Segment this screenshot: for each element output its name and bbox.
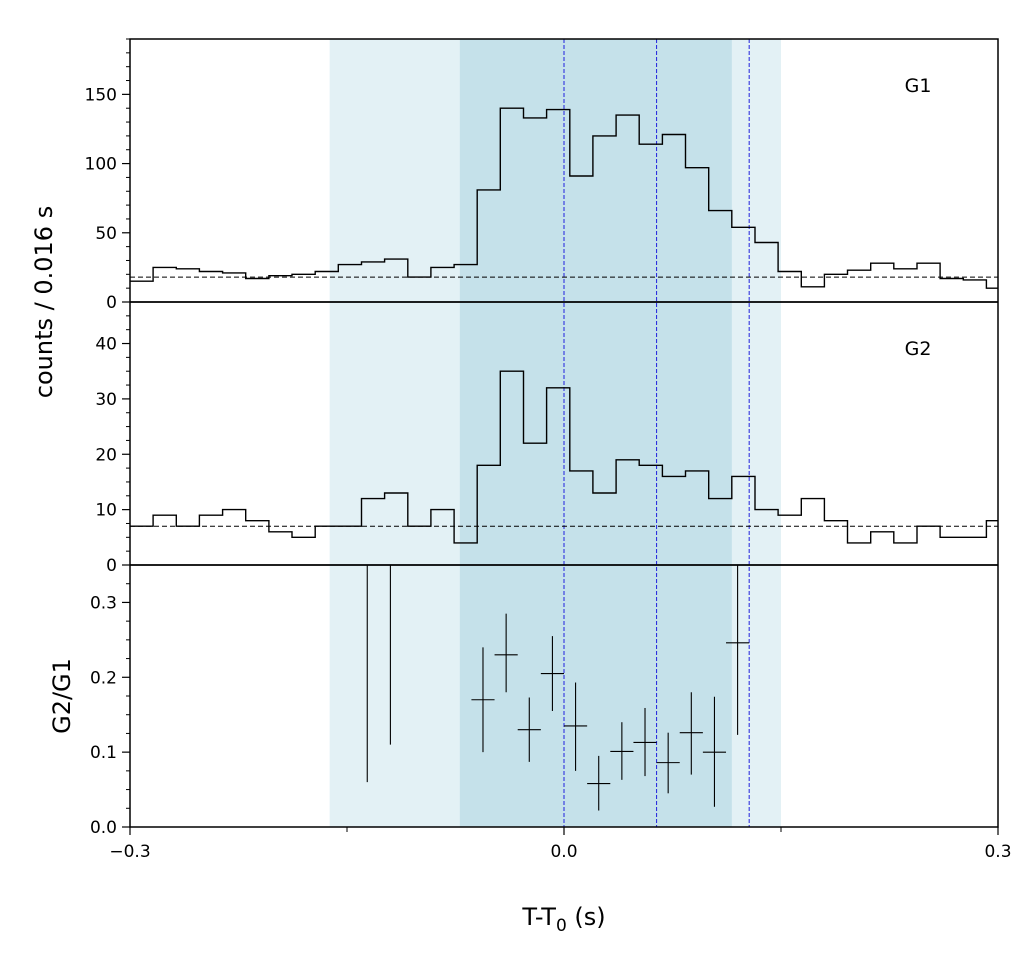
g2-panel-label: G2 xyxy=(905,338,932,360)
ratio-errorbar-point xyxy=(471,647,495,753)
y-tick-label: 150 xyxy=(85,85,117,105)
y-tick-label: 0.2 xyxy=(90,668,117,688)
ratio-errorbar-point xyxy=(564,682,588,771)
dark-interval-band xyxy=(459,39,732,827)
y-tick-label: 0.0 xyxy=(90,818,117,838)
ratio-errorbar-point xyxy=(679,692,703,775)
time-interval-bands xyxy=(329,39,781,827)
y-tick-label: 0.3 xyxy=(90,593,117,613)
g1-light-curve xyxy=(130,107,998,289)
y-tick-label: 10 xyxy=(95,501,117,521)
g1-panel-label: G1 xyxy=(905,75,932,97)
y-tick-label: 0 xyxy=(106,293,117,313)
ratio-errorbar-point xyxy=(494,613,518,693)
ratio-errorbar-point xyxy=(702,696,727,807)
ratio-errorbar-point xyxy=(610,722,634,780)
y-tick-label: 40 xyxy=(95,335,117,355)
x-tick-label: 0.0 xyxy=(550,842,577,862)
ratio-errorbar-point xyxy=(656,732,680,794)
ratio-errorbar-point xyxy=(633,707,657,777)
x-tick-label: 0.3 xyxy=(984,842,1011,862)
y-tick-label: 0.1 xyxy=(90,743,117,763)
x-axis-label: T-T0 (s) xyxy=(521,903,605,936)
x-axis-label-main: T-T xyxy=(521,903,556,931)
y-tick-label: 50 xyxy=(95,224,117,244)
g2-panel: G2 0 10 20 30 40 xyxy=(95,301,998,576)
ratio-errorbar-point xyxy=(726,565,750,735)
y-tick-label: 0 xyxy=(106,556,117,576)
ratio-errorbar-point xyxy=(587,755,611,811)
ratio-panel: 0.0 0.1 0.2 0.3 xyxy=(90,564,750,838)
ratio-errorbar-point xyxy=(540,636,564,711)
blue-time-markers xyxy=(563,39,750,827)
x-tick-label: −0.3 xyxy=(109,842,150,862)
x-axis-label-subscript: 0 xyxy=(556,916,567,936)
counts-y-axis-label: counts / 0.016 s xyxy=(30,206,58,398)
y-tick-label: 20 xyxy=(95,445,117,465)
ratio-y-axis-label: G2/G1 xyxy=(48,658,76,734)
ratio-errorbar-point xyxy=(517,697,541,762)
x-axis: −0.3 0.0 0.3 xyxy=(109,827,1012,862)
y-tick-label: 30 xyxy=(95,390,117,410)
x-axis-label-unit: (s) xyxy=(567,903,606,931)
g2-light-curve xyxy=(130,370,998,544)
y-tick-label: 100 xyxy=(85,155,117,175)
